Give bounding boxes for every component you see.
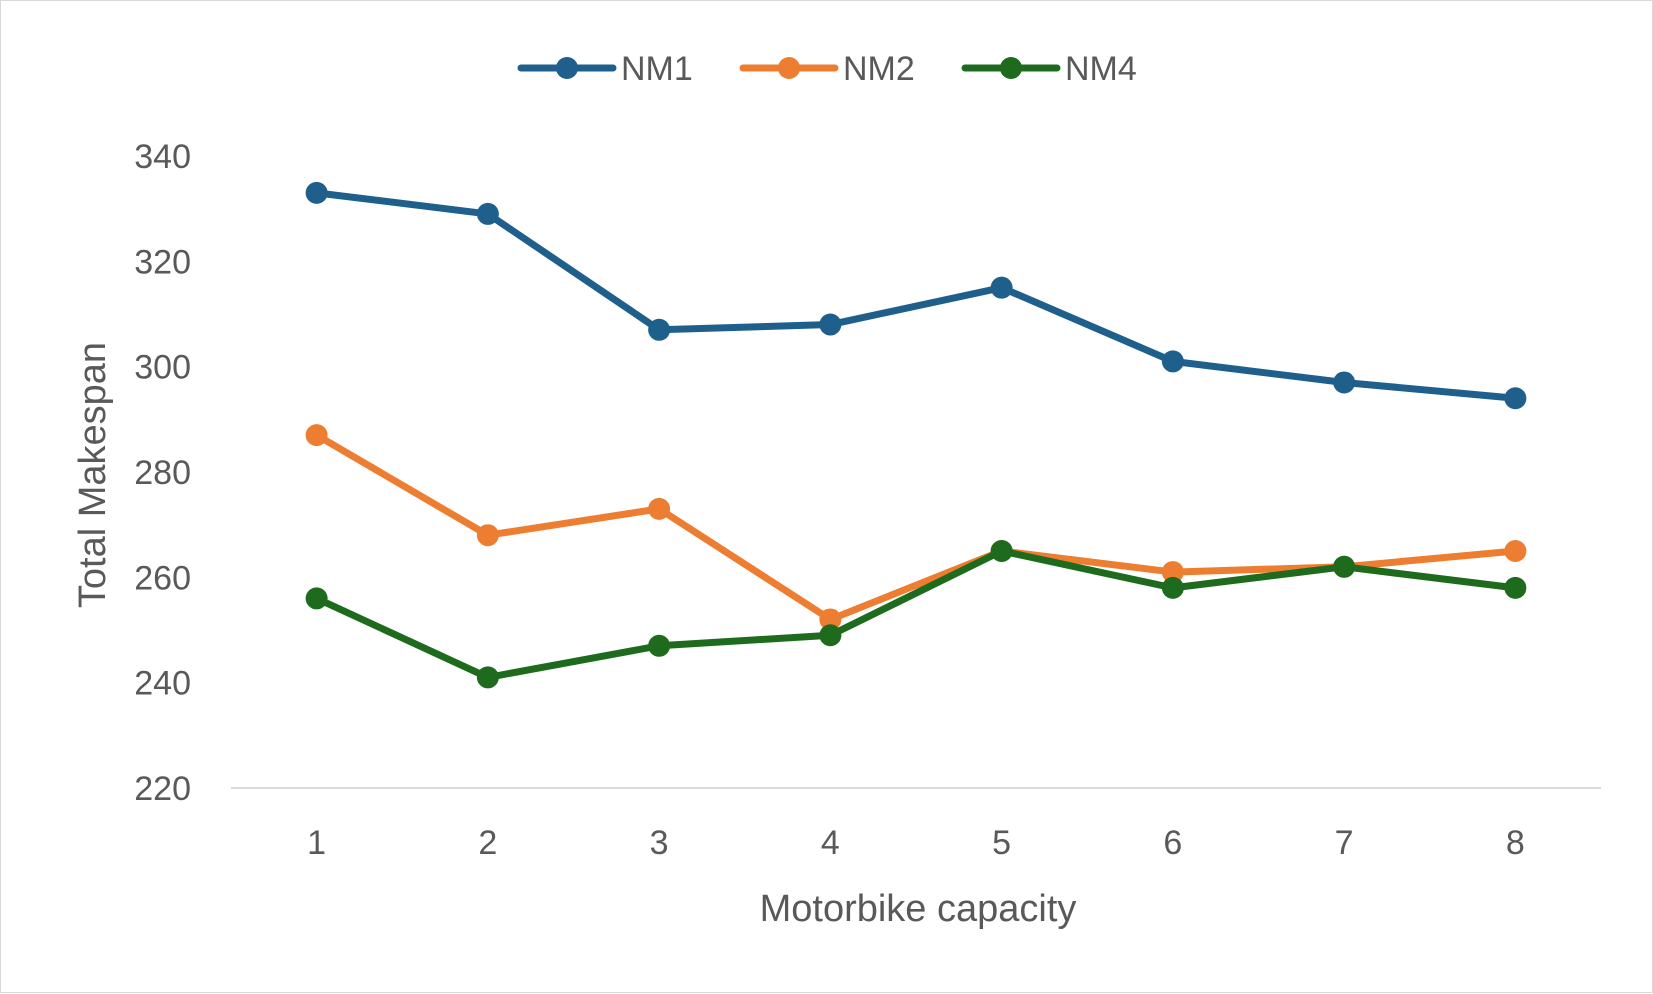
legend-item-nm2: NM2 — [739, 50, 915, 88]
data-point-nm1 — [1161, 350, 1184, 373]
data-point-nm4 — [648, 634, 671, 657]
y-tick-label: 220 — [134, 770, 191, 808]
legend-swatch-marker — [556, 57, 578, 79]
x-tick-label: 6 — [1163, 824, 1182, 862]
y-axis: 220 240 260 280 300 320 340 — [134, 138, 191, 808]
series-nm2 — [305, 424, 1527, 631]
data-point-nm4 — [819, 624, 842, 647]
data-point-nm1 — [476, 202, 499, 225]
series-nm1 — [305, 181, 1527, 410]
x-tick-label: 5 — [992, 824, 1011, 862]
y-tick-label: 340 — [134, 138, 191, 176]
x-axis: 1 2 3 4 5 6 7 8 — [231, 787, 1601, 862]
data-point-nm2 — [648, 497, 671, 520]
x-tick-label: 3 — [650, 824, 669, 862]
data-point-nm2 — [305, 424, 328, 447]
legend-swatch-marker — [778, 57, 800, 79]
series-line-nm1 — [313, 189, 1519, 402]
series-layer — [305, 181, 1527, 689]
y-tick-label: 320 — [134, 243, 191, 281]
data-point-nm1 — [1504, 387, 1527, 410]
data-point-nm1 — [819, 313, 842, 336]
data-point-nm1 — [990, 276, 1013, 299]
y-tick-label: 280 — [134, 454, 191, 492]
x-axis-title: Motorbike capacity — [760, 888, 1077, 930]
x-tick-label: 1 — [307, 824, 326, 862]
legend-item-nm1: NM1 — [517, 50, 693, 88]
y-tick-label: 260 — [134, 559, 191, 597]
data-point-nm2 — [819, 608, 842, 631]
y-tick-label: 300 — [134, 349, 191, 387]
legend-label: NM2 — [843, 50, 915, 88]
x-tick-label: 7 — [1335, 824, 1354, 862]
x-tick-label: 2 — [478, 824, 497, 862]
legend-swatch-marker — [1000, 57, 1022, 79]
x-tick-label: 8 — [1506, 824, 1525, 862]
series-line-nm4 — [313, 547, 1519, 681]
data-point-nm4 — [1161, 576, 1184, 599]
data-point-nm2 — [476, 524, 499, 547]
data-point-nm4 — [476, 666, 499, 689]
series-nm4 — [305, 540, 1527, 689]
data-point-nm4 — [990, 540, 1013, 562]
data-point-nm4 — [1504, 576, 1527, 599]
data-point-nm1 — [1333, 371, 1356, 394]
data-point-nm2 — [1504, 540, 1527, 562]
legend: NM1 NM2 NM4 — [517, 50, 1137, 88]
data-point-nm1 — [305, 181, 328, 204]
data-point-nm4 — [1333, 555, 1356, 578]
legend-item-nm4: NM4 — [961, 50, 1137, 88]
y-axis-title: Total Makespan — [72, 342, 114, 608]
y-tick-label: 240 — [134, 665, 191, 703]
legend-label: NM1 — [621, 50, 693, 88]
data-point-nm2 — [1161, 561, 1184, 584]
x-tick-label: 4 — [821, 824, 840, 862]
data-point-nm4 — [305, 587, 328, 610]
data-point-nm1 — [648, 318, 671, 341]
legend-label: NM4 — [1065, 50, 1137, 88]
